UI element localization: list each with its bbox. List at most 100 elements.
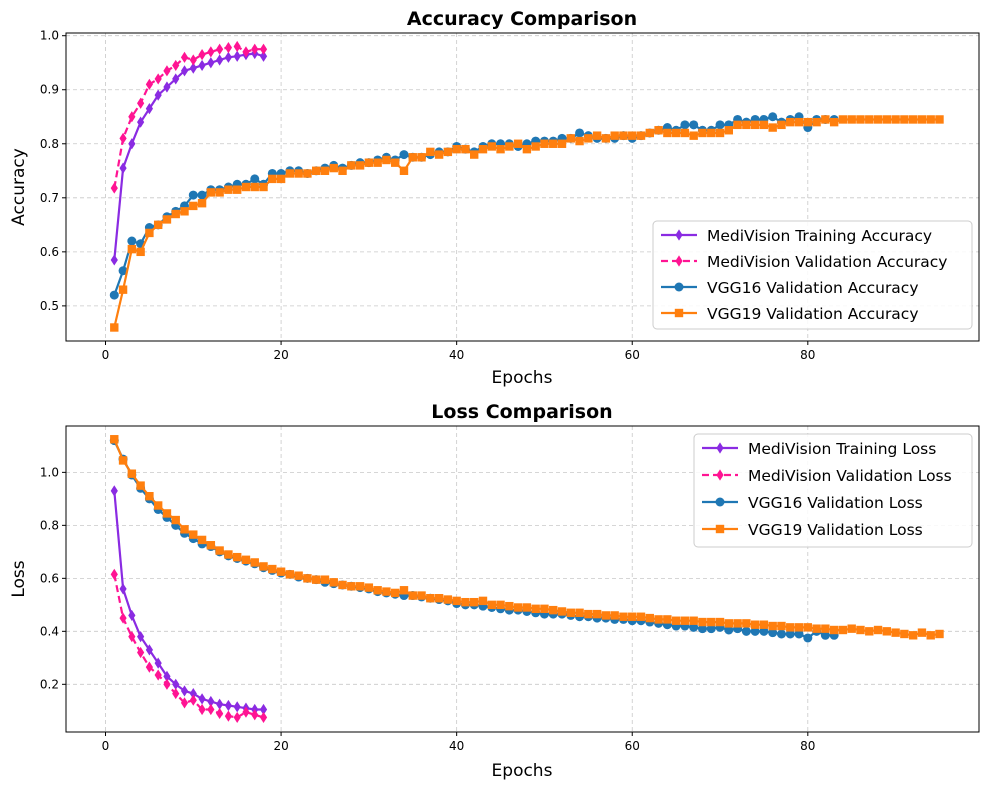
accuracy-data-point — [171, 209, 180, 219]
accuracy-data-point — [215, 188, 224, 197]
accuracy-data-point — [470, 150, 479, 159]
accuracy-data-point — [715, 120, 725, 130]
accuracy-data-point — [487, 142, 496, 151]
loss-data-point — [347, 582, 356, 591]
accuracy-data-point — [189, 54, 197, 66]
loss-data-point — [540, 604, 549, 614]
loss-data-point — [847, 624, 856, 633]
accuracy-legend-entry: MediVision Validation Accuracy — [661, 253, 947, 271]
loss-data-point — [478, 596, 488, 606]
loss-data-point — [294, 571, 303, 580]
accuracy-data-point — [707, 128, 716, 138]
loss-data-point — [741, 626, 751, 636]
accuracy-data-point — [188, 190, 198, 200]
accuracy-data-point — [109, 290, 119, 300]
accuracy-data-point — [197, 199, 207, 208]
loss-x-ticks: 0 20 40 60 80 — [102, 732, 815, 753]
accuracy-data-point — [671, 128, 681, 138]
loss-legend-label: VGG19 Validation Loss — [748, 521, 923, 539]
accuracy-data-point — [303, 169, 312, 178]
accuracy-y-tick-label: 0.8 — [40, 137, 59, 151]
accuracy-data-point — [110, 323, 119, 332]
accuracy-legend-entry: VGG16 Validation Accuracy — [661, 279, 919, 297]
loss-data-point — [750, 626, 760, 636]
loss-data-point — [812, 624, 821, 633]
loss-data-point — [276, 567, 286, 576]
loss-legend-marker — [716, 442, 724, 454]
accuracy-data-point — [873, 115, 883, 124]
loss-y-tick-label: 0.8 — [40, 518, 59, 532]
accuracy-data-point — [549, 139, 558, 148]
accuracy-data-point — [786, 117, 795, 127]
loss-legend-marker — [715, 497, 725, 507]
loss-data-point — [803, 623, 813, 632]
accuracy-data-point — [750, 120, 760, 130]
accuracy-data-point — [119, 162, 127, 174]
accuracy-data-point — [917, 115, 927, 124]
accuracy-data-point — [250, 182, 259, 192]
accuracy-data-point — [172, 59, 180, 72]
loss-data-point — [917, 628, 927, 637]
accuracy-data-point — [452, 144, 461, 154]
loss-data-point — [768, 621, 777, 631]
accuracy-data-point — [803, 117, 813, 127]
accuracy-data-point — [197, 190, 207, 200]
accuracy-data-point — [338, 166, 347, 175]
loss-data-point — [364, 583, 374, 592]
accuracy-data-point — [698, 128, 707, 138]
loss-data-point — [557, 607, 567, 616]
loss-data-point — [303, 574, 312, 583]
loss-data-point — [891, 628, 900, 637]
loss-data-point — [820, 630, 830, 640]
loss-series-layer — [109, 435, 944, 724]
loss-data-point — [794, 623, 804, 632]
accuracy-data-point — [137, 116, 145, 128]
accuracy-data-point — [242, 46, 250, 58]
loss-data-point — [382, 587, 391, 596]
accuracy-legend-entry: MediVision Training Accuracy — [661, 227, 932, 245]
accuracy-data-point — [154, 89, 162, 101]
loss-data-point — [251, 709, 259, 721]
loss-x-tick-label: 20 — [273, 739, 288, 753]
accuracy-data-point — [216, 54, 224, 66]
accuracy-data-point — [364, 158, 374, 167]
loss-data-point — [224, 550, 233, 559]
loss-data-point — [865, 627, 874, 636]
accuracy-data-point — [777, 120, 786, 130]
loss-data-point — [935, 629, 944, 639]
loss-legend-label: MediVision Validation Loss — [748, 467, 952, 485]
accuracy-legend-entry: VGG19 Validation Accuracy — [661, 305, 919, 323]
accuracy-legend-marker — [674, 282, 684, 292]
accuracy-legend-marker — [675, 229, 683, 241]
loss-data-point — [408, 591, 417, 600]
accuracy-data-point — [118, 266, 128, 276]
accuracy-data-point — [654, 126, 663, 135]
accuracy-data-point — [145, 103, 153, 115]
accuracy-data-point — [232, 185, 242, 194]
loss-x-tick-label: 40 — [449, 739, 464, 753]
accuracy-data-point — [251, 43, 259, 55]
accuracy-data-point — [724, 126, 734, 135]
accuracy-data-point — [908, 115, 918, 124]
loss-y-tick-label: 0.6 — [40, 571, 59, 585]
accuracy-series-layer — [109, 40, 944, 332]
accuracy-data-point — [399, 150, 409, 160]
accuracy-data-point — [136, 247, 145, 257]
accuracy-data-point — [829, 117, 839, 127]
loss-data-point — [153, 501, 163, 510]
accuracy-data-point — [540, 139, 549, 148]
loss-data-point — [338, 580, 347, 590]
loss-data-point — [128, 631, 136, 643]
loss-data-point — [706, 624, 716, 634]
accuracy-data-point — [628, 131, 637, 140]
loss-data-point — [443, 595, 453, 604]
accuracy-legend: MediVision Training Accuracy MediVision V… — [652, 220, 973, 330]
loss-data-point — [601, 611, 611, 620]
loss-data-point — [355, 582, 365, 591]
loss-series-2 — [110, 568, 268, 724]
accuracy-data-point — [198, 59, 206, 72]
loss-data-point — [189, 530, 198, 539]
loss-data-point — [242, 706, 250, 718]
accuracy-data-point — [110, 182, 118, 194]
loss-legend-entry: MediVision Training Loss — [702, 440, 936, 458]
